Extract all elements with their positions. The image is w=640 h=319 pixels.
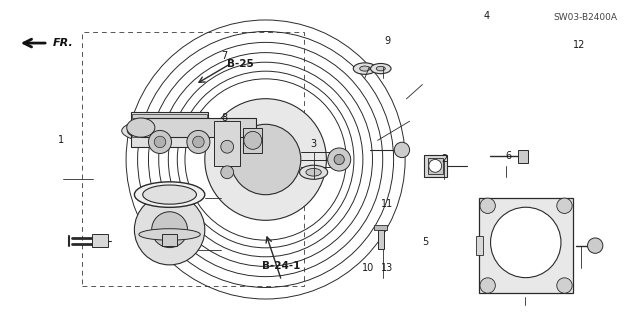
- Circle shape: [230, 124, 301, 195]
- Circle shape: [429, 160, 442, 172]
- Text: 2: 2: [442, 154, 448, 165]
- Text: 12: 12: [573, 40, 586, 50]
- Circle shape: [244, 131, 262, 149]
- Text: SW03-B2400A: SW03-B2400A: [554, 13, 618, 22]
- Ellipse shape: [376, 66, 385, 71]
- Circle shape: [588, 238, 603, 253]
- Circle shape: [221, 140, 234, 153]
- Text: 13: 13: [381, 263, 394, 273]
- Bar: [82, 32, 304, 286]
- Circle shape: [334, 154, 344, 165]
- Ellipse shape: [143, 185, 196, 204]
- Text: B-25: B-25: [227, 59, 253, 69]
- Ellipse shape: [306, 168, 321, 176]
- Text: 8: 8: [221, 113, 227, 123]
- Ellipse shape: [371, 63, 391, 74]
- Bar: [132, 127, 207, 131]
- Circle shape: [557, 278, 572, 293]
- Circle shape: [328, 148, 351, 171]
- Text: 7: 7: [221, 51, 227, 61]
- Ellipse shape: [360, 66, 370, 71]
- Ellipse shape: [300, 165, 328, 179]
- Bar: [476, 236, 483, 255]
- Ellipse shape: [134, 182, 205, 207]
- Text: B-24-1: B-24-1: [262, 261, 301, 271]
- Ellipse shape: [127, 118, 155, 137]
- Text: 10: 10: [362, 263, 374, 273]
- Text: 4: 4: [483, 11, 490, 21]
- Bar: [141, 118, 256, 137]
- Text: 1: 1: [58, 135, 64, 145]
- Text: 6: 6: [506, 151, 512, 161]
- Bar: [92, 234, 108, 247]
- Bar: [428, 158, 443, 174]
- Bar: [162, 234, 177, 246]
- Bar: [518, 150, 528, 163]
- Bar: [132, 114, 207, 118]
- Circle shape: [187, 130, 210, 153]
- Circle shape: [557, 198, 572, 213]
- Circle shape: [480, 278, 495, 293]
- Bar: [132, 133, 207, 137]
- Bar: [378, 230, 384, 249]
- Text: 3: 3: [310, 138, 317, 149]
- Text: 11: 11: [381, 199, 394, 209]
- Text: 5: 5: [422, 237, 429, 248]
- Circle shape: [193, 136, 204, 148]
- Bar: [243, 128, 262, 153]
- Circle shape: [491, 207, 561, 278]
- Circle shape: [152, 212, 188, 248]
- Circle shape: [394, 142, 410, 158]
- Bar: [479, 198, 573, 293]
- Ellipse shape: [139, 229, 200, 240]
- Circle shape: [148, 130, 172, 153]
- Bar: [131, 112, 208, 147]
- Circle shape: [134, 195, 205, 265]
- Ellipse shape: [127, 119, 212, 142]
- Circle shape: [480, 198, 495, 213]
- Ellipse shape: [133, 121, 206, 141]
- Circle shape: [154, 136, 166, 148]
- Bar: [424, 155, 447, 177]
- Ellipse shape: [122, 118, 218, 144]
- Circle shape: [221, 166, 234, 179]
- Ellipse shape: [353, 63, 376, 74]
- Text: 9: 9: [384, 36, 390, 47]
- Bar: [214, 121, 240, 166]
- Bar: [374, 225, 387, 230]
- Circle shape: [205, 99, 326, 220]
- Text: FR.: FR.: [53, 38, 74, 48]
